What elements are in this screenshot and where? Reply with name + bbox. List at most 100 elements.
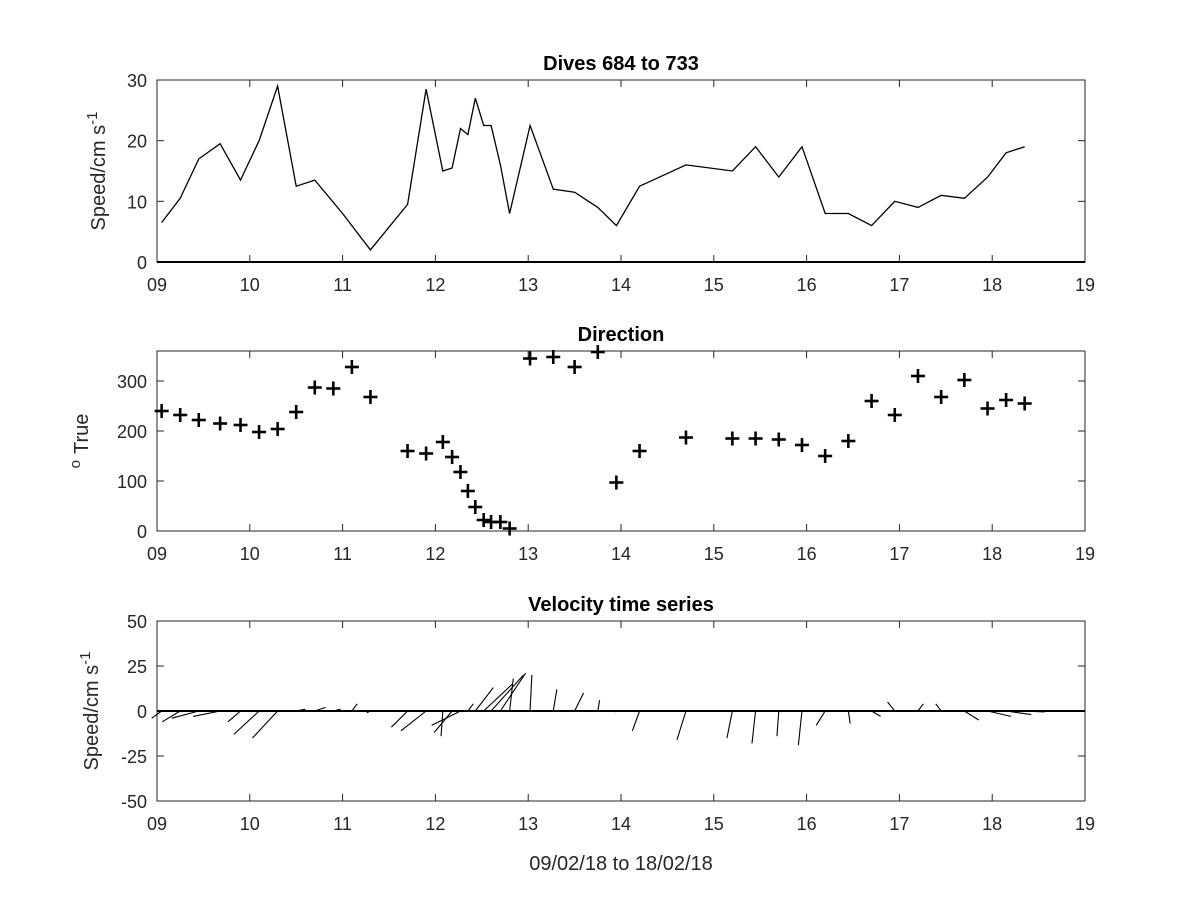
velocity-panel-ylabel: Speed/cm s-1 — [77, 652, 104, 771]
speed-panel-x-tick-label: 10 — [240, 275, 260, 295]
direction-marker — [502, 521, 517, 536]
speed-panel-x-tick-label: 15 — [704, 275, 724, 295]
direction-marker — [191, 413, 206, 427]
direction-marker — [289, 405, 304, 419]
direction-marker — [173, 408, 188, 422]
direction-marker — [567, 360, 582, 374]
velocity-stick — [252, 710, 279, 739]
velocity-stick — [433, 710, 453, 733]
speed-panel-x-tick-label: 16 — [797, 275, 817, 295]
speed-panel-plot-area: 09 10 11 12 13 14 15 16 17 18 19 0 10 20 30 — [127, 71, 1095, 295]
velocity-stick — [171, 710, 199, 719]
velocity-panel-x-tick-label: 10 — [240, 814, 260, 834]
direction-marker — [632, 444, 647, 458]
velocity-panel: Velocity time series Speed/cm s-1 09/02/… — [77, 594, 1096, 875]
velocity-stick — [233, 710, 260, 735]
direction-panel-x-tick-label: 10 — [240, 544, 260, 564]
direction-panel: Direction o True 09 10 11 12 13 14 15 16 17 18 19 0 1… — [67, 324, 1096, 564]
velocity-stick — [676, 710, 687, 740]
velocity-stick — [871, 710, 881, 717]
velocity-stick — [161, 710, 181, 723]
velocity-panel-xlabel: 09/02/18 to 18/02/18 — [529, 853, 713, 875]
velocity-stick — [847, 710, 851, 724]
velocity-stick — [192, 710, 221, 717]
speed-panel-x-tick-label: 11 — [333, 275, 352, 295]
direction-panel-x-tick-label: 14 — [611, 544, 631, 564]
velocity-panel-x-tick-label: 16 — [797, 814, 817, 834]
velocity-stick — [509, 678, 514, 712]
direction-marker — [771, 432, 786, 447]
direction-marker — [213, 416, 228, 431]
speed-panel-x-tick-label: 12 — [425, 275, 445, 295]
direction-marker — [326, 381, 341, 396]
direction-marker — [445, 450, 460, 464]
velocity-panel-y-tick-label: 0 — [137, 702, 147, 722]
velocity-panel-x-tick-label: 15 — [704, 814, 724, 834]
velocity-panel-x-tick-label: 17 — [889, 814, 909, 834]
direction-marker — [233, 418, 248, 432]
direction-marker — [476, 513, 491, 527]
velocity-panel-x-tick-label: 11 — [333, 814, 352, 834]
velocity-stick — [467, 703, 474, 712]
direction-marker — [609, 475, 624, 490]
velocity-panel-y-tick-label: -25 — [121, 747, 147, 767]
velocity-panel-x-tick-label: 19 — [1075, 814, 1095, 834]
velocity-panel-ylabel-superscript: -1 — [77, 652, 94, 665]
direction-marker — [590, 345, 605, 359]
direction-marker — [252, 425, 267, 439]
velocity-stick — [776, 710, 780, 737]
velocity-stick — [483, 683, 513, 712]
direction-marker — [999, 393, 1014, 407]
direction-panel-y-tick-label: 200 — [117, 422, 147, 442]
velocity-stick — [474, 687, 494, 712]
speed-panel-ylabel-main: Speed/cm s — [88, 125, 110, 231]
speed-panel: Dives 684 to 733 Speed/cm s-1 09 10 11 12 13… — [84, 53, 1096, 295]
direction-panel-x-tick-label: 17 — [889, 544, 909, 564]
velocity-stick — [935, 703, 942, 712]
velocity-stick — [552, 689, 558, 712]
velocity-panel-plot-area: 09 10 11 12 13 14 15 16 17 18 19 -50 -25 0 25 50 — [121, 612, 1095, 834]
direction-marker — [270, 422, 285, 436]
direction-panel-x-tick-label: 11 — [333, 544, 352, 564]
velocity-panel-x-tick-label: 14 — [611, 814, 631, 834]
direction-panel-y-tick-label: 300 — [117, 372, 147, 392]
direction-marker — [493, 515, 508, 529]
direction-panel-x-tick-label: 09 — [147, 544, 167, 564]
velocity-panel-x-tick-label: 09 — [147, 814, 167, 834]
velocity-panel-title: Velocity time series — [528, 594, 714, 616]
direction-panel-x-tick-label: 13 — [518, 544, 538, 564]
direction-marker — [344, 360, 359, 374]
direction-marker — [748, 431, 763, 446]
direction-marker — [794, 438, 809, 452]
velocity-panel-y-tick-label: -50 — [121, 792, 147, 812]
direction-panel-ylabel: o True — [67, 414, 94, 469]
velocity-stick — [390, 710, 408, 728]
velocity-stick — [314, 706, 326, 712]
direction-panel-title: Direction — [578, 324, 665, 346]
direction-marker — [307, 380, 322, 395]
direction-marker — [363, 390, 378, 404]
velocity-panel-x-tick-label: 13 — [518, 814, 538, 834]
direction-panel-y-tick-label: 0 — [137, 522, 147, 542]
velocity-stick — [529, 674, 533, 712]
velocity-stick — [151, 710, 162, 719]
direction-marker — [910, 369, 925, 383]
velocity-stick — [987, 710, 1012, 717]
velocity-stick — [614, 710, 617, 713]
direction-marker — [419, 446, 434, 461]
speed-panel-title: Dives 684 to 733 — [543, 53, 699, 75]
velocity-panel-x-tick-label: 18 — [982, 814, 1002, 834]
direction-marker — [546, 350, 561, 364]
velocity-panel-y-tick-label: 25 — [127, 657, 147, 677]
velocity-stick — [797, 710, 803, 746]
direction-panel-ylabel-superscript: o — [67, 460, 84, 468]
velocity-stick — [917, 703, 924, 712]
direction-marker — [957, 373, 972, 387]
velocity-stick — [815, 710, 826, 726]
direction-panel-y-tick-label: 100 — [117, 472, 147, 492]
direction-marker — [468, 500, 483, 514]
velocity-stick — [631, 710, 641, 731]
speed-panel-ylabel-superscript: -1 — [84, 112, 101, 125]
direction-marker — [818, 449, 833, 463]
